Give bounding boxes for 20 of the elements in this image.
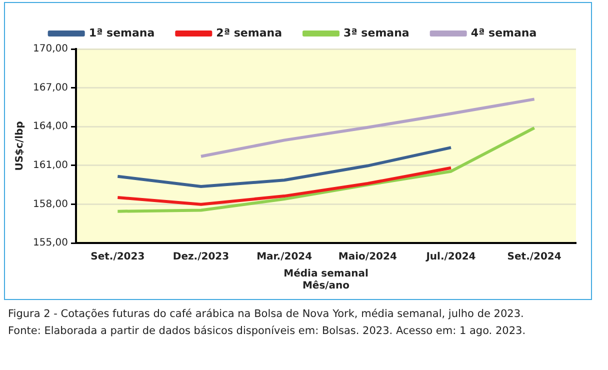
x-tick-label: Set./2023 [90, 252, 145, 263]
y-tick-label: 164,00 [32, 121, 68, 132]
legend-label: 3ª semana [344, 26, 410, 40]
legend-label: 2ª semana [216, 26, 282, 40]
x-tick-label: Dez./2023 [172, 252, 230, 263]
legend-label: 4ª semana [470, 26, 537, 40]
y-tick-label: 161,00 [32, 160, 68, 171]
source-note: Fonte: Elaborada a partir de dados básicos disponíveis em: Bolsas. 2023. Acesso em: 1 ago. 2023. [8, 324, 527, 339]
legend-label: 1ª semana [88, 26, 155, 40]
y-tick-label: 167,00 [32, 82, 68, 94]
x-tick-label: Maio/2024 [338, 252, 397, 263]
y-tick-label: 158,00 [32, 198, 68, 210]
x-tick-label: Mar./2024 [256, 252, 312, 263]
x-tick-label: Jul./2024 [425, 252, 476, 263]
y-tick-label: 170,00 [32, 44, 68, 55]
y-tick-label: 155,00 [32, 238, 68, 249]
y-axis-title: US$c/lbp [14, 121, 26, 171]
x-axis-title: Média semanal Mês/ano [284, 268, 368, 292]
text: Figura 2 - Cotações futuras do café arábica na Bolsa de Nova York, média semanal, julho de 2023. [8, 307, 525, 322]
x-tick-label: Set./2024 [507, 252, 562, 263]
